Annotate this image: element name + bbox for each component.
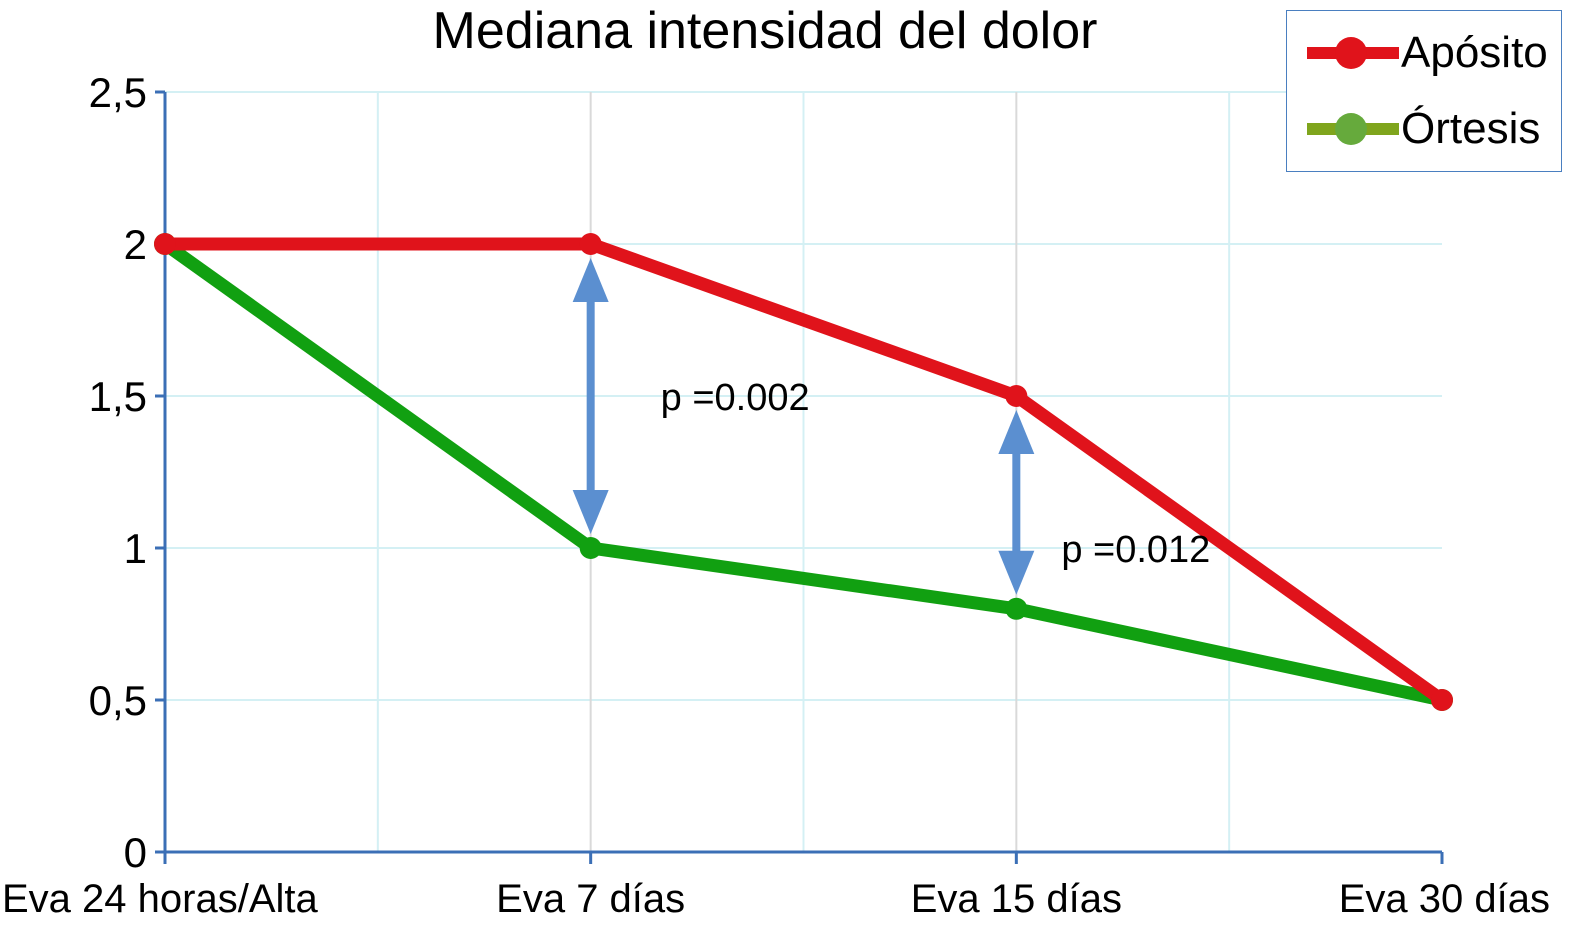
y-tick-label: 0 bbox=[124, 829, 147, 876]
data-point-ortesis bbox=[1005, 597, 1028, 620]
legend-marker-ortesis bbox=[1335, 113, 1367, 145]
grid bbox=[165, 91, 1442, 852]
y-tick-label: 1,5 bbox=[89, 373, 147, 420]
series-lines bbox=[154, 233, 1453, 711]
data-point-aposito bbox=[1005, 385, 1028, 407]
series-line-ortesis bbox=[158, 237, 1449, 707]
data-point-aposito bbox=[1431, 689, 1453, 711]
x-tick-label: Eva 7 días bbox=[496, 877, 685, 921]
x-tick-label: Eva 24 horas/Alta bbox=[2, 877, 318, 921]
data-point-aposito bbox=[154, 233, 176, 255]
legend-label-ortesis: Órtesis bbox=[1401, 104, 1541, 153]
y-tick-label: 2 bbox=[124, 221, 147, 268]
arrow-head-up bbox=[572, 258, 609, 302]
y-tick-label: 1 bbox=[124, 525, 147, 572]
series-line-aposito bbox=[158, 237, 1449, 707]
axes: 0 0,5 1 1,5 2 2,5 Eva 24 horas/Alta Eva 7 días E… bbox=[2, 69, 1550, 921]
y-tick-label: 0,5 bbox=[89, 677, 147, 724]
arrow-head-down bbox=[998, 550, 1035, 595]
legend-item-aposito: Apósito bbox=[1287, 25, 1563, 81]
chart-title: Mediana intensidad del dolor bbox=[432, 2, 1098, 60]
p-value-label: p =0.002 bbox=[661, 377, 810, 419]
legend-label-aposito: Apósito bbox=[1401, 28, 1548, 77]
x-tick-label: Eva 30 días bbox=[1339, 877, 1550, 921]
legend-item-ortesis: Órtesis bbox=[1287, 101, 1563, 157]
p-value-label: p =0.012 bbox=[1061, 529, 1210, 571]
legend-marker-aposito bbox=[1335, 37, 1367, 69]
arrow-head-down bbox=[572, 490, 609, 534]
arrow-head-up bbox=[998, 410, 1035, 454]
x-tick-label: Eva 15 días bbox=[911, 877, 1122, 921]
y-tick-label: 2,5 bbox=[89, 69, 147, 116]
data-point-aposito bbox=[579, 233, 602, 255]
legend: Apósito Órtesis bbox=[1286, 10, 1562, 172]
annotations: p =0.002 p =0.012 bbox=[572, 258, 1210, 595]
data-point-ortesis bbox=[579, 537, 602, 559]
